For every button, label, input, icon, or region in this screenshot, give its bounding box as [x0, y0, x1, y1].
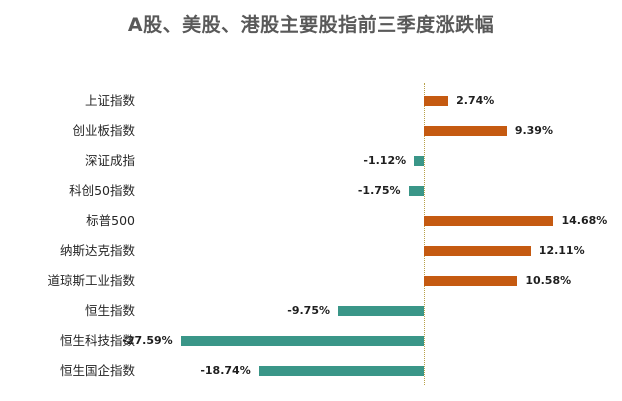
- negative-bar: [338, 306, 424, 316]
- value-label: 12.11%: [538, 244, 585, 257]
- zero-axis-line: [424, 83, 425, 385]
- value-label: -1.75%: [357, 184, 401, 197]
- category-label: 道琼斯工业指数: [47, 273, 135, 288]
- category-label: 标普500: [86, 213, 135, 228]
- negative-bar: [258, 366, 424, 376]
- category-label: 科创50指数: [69, 183, 135, 198]
- positive-bar: [424, 276, 518, 286]
- positive-bar: [424, 216, 554, 226]
- value-label: 10.58%: [525, 274, 572, 287]
- positive-bar: [424, 246, 531, 256]
- chart-title: A股、美股、港股主要股指前三季度涨跌幅: [127, 14, 495, 36]
- category-label: 恒生国企指数: [59, 363, 135, 378]
- category-label: 深证成指: [84, 153, 135, 168]
- negative-bar: [408, 186, 424, 196]
- value-label: -27.59%: [122, 334, 173, 347]
- category-label: 上证指数: [84, 93, 135, 108]
- value-label: 14.68%: [561, 214, 608, 227]
- category-label: 恒生科技指数: [59, 333, 135, 348]
- value-label: -1.12%: [363, 154, 407, 167]
- negative-bar: [414, 156, 424, 166]
- value-label: -18.74%: [200, 364, 251, 377]
- category-label: 恒生指数: [84, 303, 135, 318]
- positive-bar: [424, 126, 507, 136]
- value-label: 9.39%: [514, 124, 553, 137]
- positive-bar: [424, 96, 449, 106]
- category-label: 纳斯达克指数: [59, 243, 135, 258]
- negative-bar: [180, 336, 424, 346]
- value-label: 2.74%: [456, 94, 495, 107]
- category-label: 创业板指数: [72, 123, 135, 138]
- value-label: -9.75%: [287, 304, 331, 317]
